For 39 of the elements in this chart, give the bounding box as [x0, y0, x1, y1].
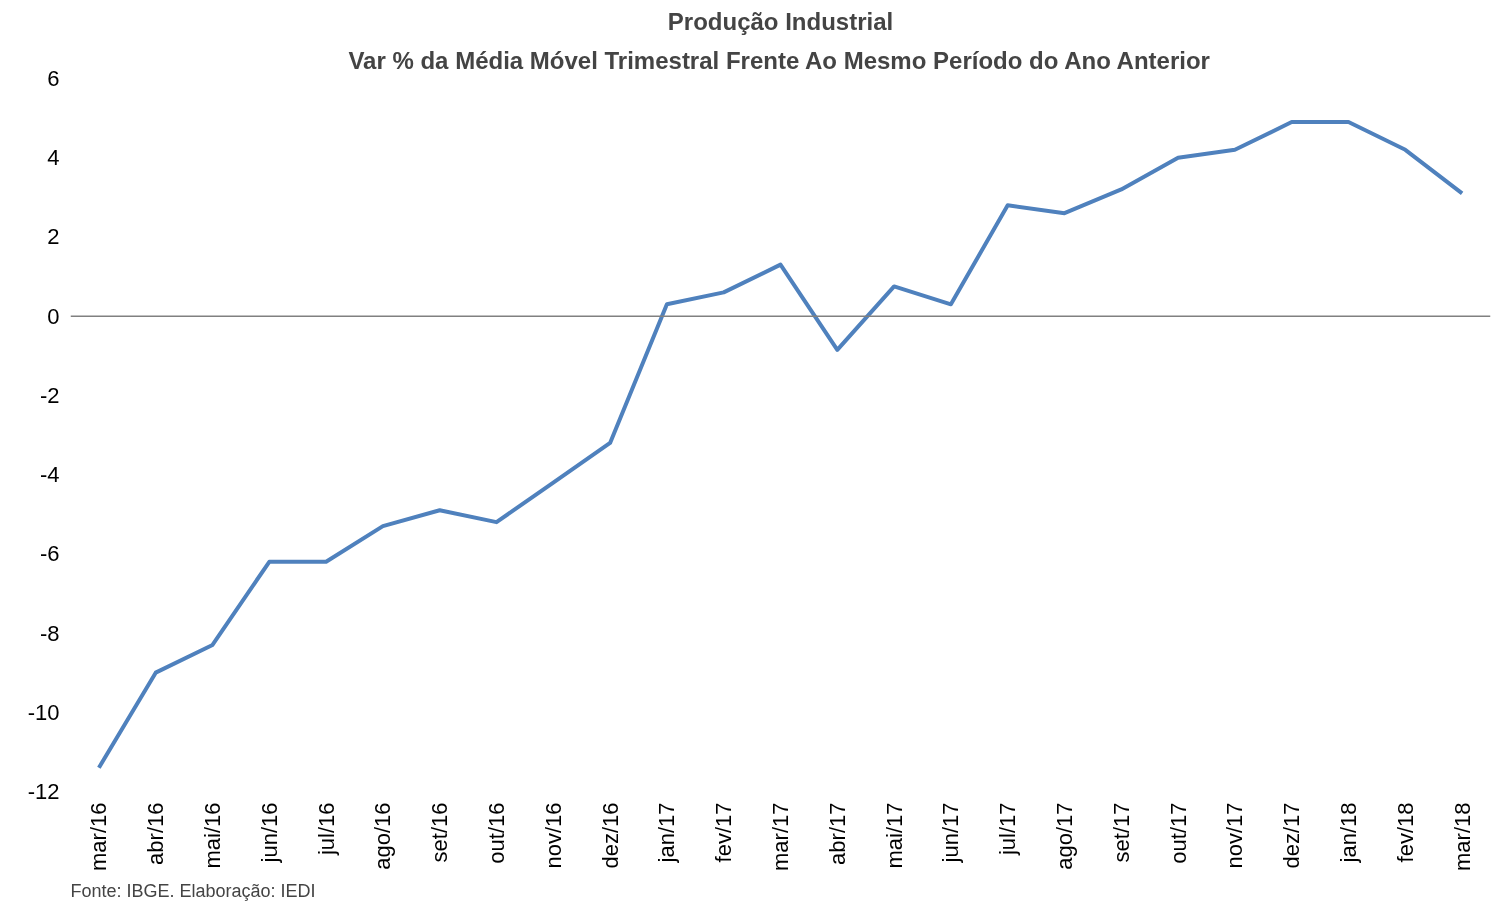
- x-tick-label: dez/16: [597, 802, 623, 869]
- x-tick-label: set/16: [427, 802, 453, 863]
- x-tick-label: fev/18: [1392, 802, 1418, 863]
- x-tick-label: out/16: [484, 802, 509, 864]
- y-tick-label: -8: [39, 620, 60, 646]
- x-tick-label: nov/16: [540, 802, 566, 869]
- y-tick-label: -6: [39, 541, 60, 567]
- x-tick-label: mar/17: [768, 802, 793, 871]
- chart-title: Produção Industrial: [667, 7, 894, 35]
- x-tick-label: jul/16: [313, 802, 339, 857]
- y-tick-label: 6: [47, 66, 60, 91]
- y-tick-label: 0: [47, 303, 60, 329]
- y-tick-label: -10: [27, 699, 60, 725]
- x-tick-label: jun/16: [256, 802, 282, 864]
- x-tick-label: nov/17: [1222, 802, 1248, 869]
- x-tick-label: abr/16: [143, 802, 169, 865]
- line-series: [96, 120, 1465, 770]
- y-tick-label: 4: [47, 145, 60, 171]
- x-tick-label: out/17: [1165, 802, 1191, 864]
- x-tick-label: jul/17: [995, 802, 1021, 857]
- x-tick-label: dez/17: [1279, 802, 1305, 869]
- x-tick-label: jun/17: [938, 802, 964, 864]
- x-tick-label: ago/17: [1052, 802, 1077, 870]
- y-tick-label: -12: [27, 779, 60, 804]
- x-tick-label: mar/16: [86, 802, 112, 871]
- x-tick-label: jan/17: [654, 802, 680, 864]
- x-tick-label: fev/17: [711, 802, 737, 863]
- x-tick-label: abr/17: [824, 802, 850, 865]
- x-tick-label: mai/17: [881, 802, 907, 869]
- chart-subtitle: Var % da Média Móvel Trimestral Frente Ao Mesmo Período do Ano Anterior: [348, 46, 1210, 74]
- source-note: Fonte: IBGE. Elaboração: IEDI: [70, 880, 316, 901]
- x-tick-label: ago/16: [370, 802, 396, 870]
- y-tick-label: 2: [47, 224, 60, 250]
- x-tick-label: set/17: [1108, 802, 1134, 863]
- x-tick-label: mar/18: [1449, 802, 1475, 871]
- x-tick-label: jan/18: [1336, 802, 1361, 864]
- x-tick-label: mai/16: [200, 802, 225, 869]
- y-tick-label: -4: [39, 462, 60, 488]
- y-tick-label: -2: [39, 382, 60, 408]
